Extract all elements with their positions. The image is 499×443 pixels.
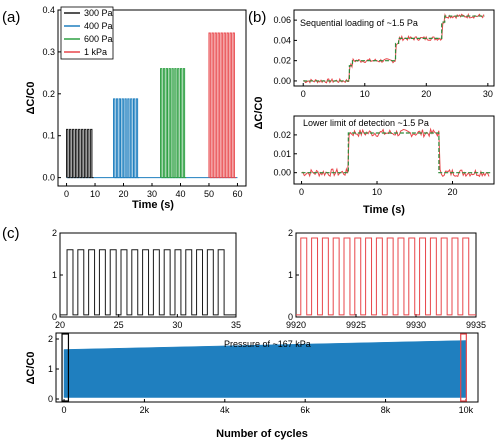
chart-c-bottom-ytick-label: 1 bbox=[48, 364, 53, 374]
chart-c-right: 9920 9925 9930 9935 0 1 2 bbox=[286, 228, 486, 330]
chart-b-bottom-ytick-label: 0.02 bbox=[273, 130, 291, 140]
chart-b-top-ytick-label: 0.06 bbox=[273, 15, 291, 25]
legend-label-600: 600 Pa bbox=[84, 34, 113, 44]
chart-b-bottom: 0 10 20 0.00 0.01 0.02 Lower limit of detecti… bbox=[253, 97, 495, 216]
chart-b-top-ytick-label: 0.00 bbox=[273, 76, 291, 86]
chart-c-bottom-ytick-label: 0 bbox=[48, 394, 53, 404]
chart-a-xtick-label: 60 bbox=[232, 189, 242, 199]
chart-b-bottom-ytick-label: 0.00 bbox=[273, 168, 291, 178]
legend-label-300: 300 Pa bbox=[84, 8, 113, 18]
panel-label-a: (a) bbox=[2, 9, 20, 26]
chart-c-right-xtick-label: 9935 bbox=[466, 320, 486, 330]
chart-c-bottom-xtick-label: 0 bbox=[62, 405, 67, 415]
chart-a-xtick-label: 30 bbox=[147, 189, 157, 199]
chart-b-top-plot: 0 10 20 30 0.00 0.02 0.04 0.06 bbox=[273, 9, 495, 99]
series-line-400-pa bbox=[113, 98, 140, 179]
chart-c-ylabel: ΔC/C0 bbox=[25, 352, 37, 385]
chart-b-top-annotation: Sequential loading of ~1.5 Pa bbox=[300, 18, 418, 28]
chart-a-xlabel: Time (s) bbox=[132, 199, 174, 211]
chart-c-left: 20 25 30 35 0 1 2 bbox=[52, 228, 241, 330]
chart-a-xtick-label: 0 bbox=[64, 189, 69, 199]
chart-c-left-frame bbox=[59, 232, 237, 318]
chart-a-xtick-label: 50 bbox=[204, 189, 214, 199]
chart-b-xlabel: Time (s) bbox=[363, 204, 405, 216]
chart-c-left-series-line bbox=[60, 249, 236, 316]
chart-b-top: 0 10 20 30 0.00 0.02 0.04 0.06 Sequential loadi… bbox=[273, 9, 495, 99]
chart-c-bottom-frame bbox=[55, 332, 479, 403]
chart-c-bottom-ytick-label: 2 bbox=[48, 334, 53, 344]
chart-c-left-ytick-label: 1 bbox=[52, 270, 57, 280]
chart-b-bottom-xtick-label: 20 bbox=[447, 187, 457, 197]
chart-b-bottom-xtick-label: 0 bbox=[299, 187, 304, 197]
chart-c-left-ytick-label: 2 bbox=[52, 228, 57, 238]
legend-label-400: 400 Pa bbox=[84, 21, 113, 31]
chart-b-bottom-plot: 0 10 20 0.00 0.01 0.02 bbox=[273, 115, 495, 197]
chart-a-ylabel: ΔC/C0 bbox=[25, 82, 37, 115]
chart-b-bottom-ytick-label: 0.01 bbox=[273, 149, 291, 159]
series-line-sequential bbox=[303, 12, 485, 84]
series-line-300-pa bbox=[66, 128, 94, 179]
series-line-1-kpa bbox=[208, 32, 237, 179]
legend-box bbox=[60, 6, 114, 60]
chart-c-bottom-annotation: Pressure of ~167 kPa bbox=[224, 339, 311, 349]
chart-b-top-xtick-label: 20 bbox=[421, 89, 431, 99]
chart-b-ylabel: ΔC/C0 bbox=[253, 97, 265, 130]
chart-c-right-plot: 9920 9925 9930 9935 0 1 2 bbox=[286, 228, 486, 330]
chart-c-right-ytick-label: 1 bbox=[288, 270, 293, 280]
chart-c-right-ytick-label: 0 bbox=[288, 312, 293, 322]
chart-a-xtick-label: 40 bbox=[175, 189, 185, 199]
chart-a-ytick-label: 0.3 bbox=[42, 47, 55, 57]
chart-c-left-ytick-label: 0 bbox=[52, 312, 57, 322]
chart-b-top-ytick-label: 0.02 bbox=[273, 56, 291, 66]
highlight-box-1 bbox=[460, 333, 467, 402]
chart-c-right-xtick-label: 9930 bbox=[406, 320, 426, 330]
chart-c-right-frame bbox=[295, 232, 477, 318]
chart-c-left-plot: 20 25 30 35 0 1 2 bbox=[52, 228, 241, 330]
legend-label-1k: 1 kPa bbox=[84, 47, 107, 57]
chart-c-xlabel: Number of cycles bbox=[216, 428, 308, 440]
panel-label-b: (b) bbox=[248, 9, 266, 26]
chart-a-ytick-label: 0.2 bbox=[42, 89, 55, 99]
chart-b-top-xtick-label: 10 bbox=[360, 89, 370, 99]
chart-c-bottom-xtick-label: 10k bbox=[459, 405, 474, 415]
highlight-box-0 bbox=[61, 333, 70, 402]
chart-a-ytick-label: 0.4 bbox=[42, 5, 55, 15]
chart-c-bottom-plot: 0 2k 4k 6k 8k 10k 0 1 2 bbox=[48, 332, 479, 415]
chart-a-xtick-label: 10 bbox=[90, 189, 100, 199]
chart-b-top-frame bbox=[293, 9, 495, 87]
series-line-600-pa bbox=[160, 68, 187, 179]
chart-b-bottom-annotation: Lower limit of detection ~1.5 Pa bbox=[303, 118, 429, 128]
chart-a: 0 10 20 30 40 50 60 0.0 0.1 0.2 0.3 0.4 300 Pa 400 … bbox=[25, 5, 247, 211]
chart-c-left-xtick-label: 35 bbox=[231, 320, 241, 330]
series-fit-sequential bbox=[303, 15, 485, 82]
chart-c-bottom-xtick-label: 8k bbox=[381, 405, 391, 415]
chart-b-top-ytick-label: 0.04 bbox=[273, 35, 291, 45]
chart-c-right-xtick-label: 9925 bbox=[346, 320, 366, 330]
chart-b-bottom-frame bbox=[293, 115, 495, 185]
chart-a-legend: 300 Pa 400 Pa 600 Pa 1 kPa bbox=[84, 8, 113, 57]
chart-c-bottom: 0 2k 4k 6k 8k 10k 0 1 2 Pressure of ~167 kPa Num… bbox=[25, 332, 479, 440]
chart-b-top-xtick-label: 30 bbox=[483, 89, 493, 99]
chart-c-left-xtick-label: 20 bbox=[55, 320, 65, 330]
chart-a-plot: 0 10 20 30 40 50 60 0.0 0.1 0.2 0.3 0.4 bbox=[42, 5, 247, 199]
chart-c-right-xtick-label: 9920 bbox=[286, 320, 306, 330]
chart-c-bottom-xtick-label: 2k bbox=[140, 405, 150, 415]
chart-b-bottom-xtick-label: 10 bbox=[372, 187, 382, 197]
chart-c-bottom-xtick-label: 4k bbox=[220, 405, 230, 415]
chart-c-bottom-xtick-label: 6k bbox=[300, 405, 310, 415]
chart-c-left-xtick-label: 25 bbox=[114, 320, 124, 330]
series-line-lod bbox=[301, 127, 490, 178]
panel-label-c: (c) bbox=[2, 225, 20, 242]
chart-b-top-xtick-label: 0 bbox=[301, 89, 306, 99]
chart-c-right-ytick-label: 2 bbox=[288, 228, 293, 238]
series-fit-lod bbox=[301, 132, 491, 174]
chart-a-xtick-label: 20 bbox=[119, 189, 129, 199]
series-area-cycles bbox=[63, 340, 467, 398]
chart-a-ytick-label: 0.0 bbox=[42, 173, 55, 183]
chart-a-ytick-label: 0.1 bbox=[42, 131, 55, 141]
chart-c-right-series-line bbox=[296, 237, 476, 316]
chart-c-left-xtick-label: 30 bbox=[172, 320, 182, 330]
